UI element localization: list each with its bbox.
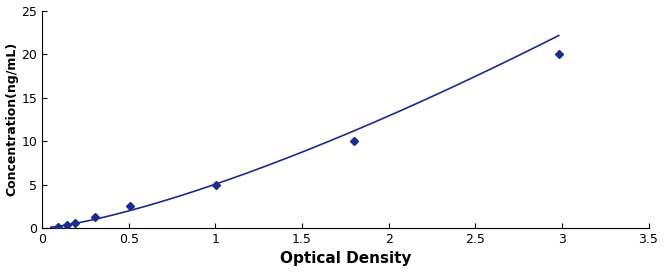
X-axis label: Optical Density: Optical Density	[280, 251, 411, 267]
Y-axis label: Concentration(ng/mL): Concentration(ng/mL)	[5, 42, 19, 196]
